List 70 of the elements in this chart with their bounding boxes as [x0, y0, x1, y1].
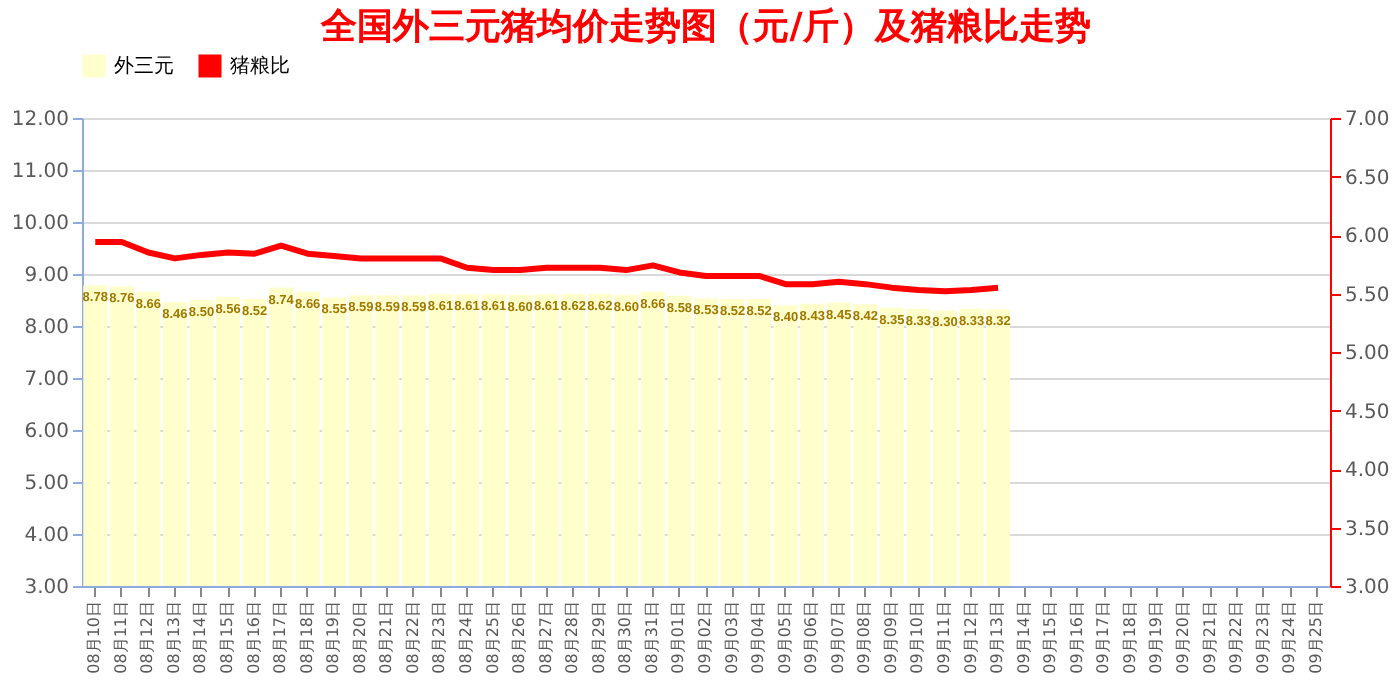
- x-tick-label: 09月05日: [775, 601, 794, 674]
- x-tick-label: 09月03日: [722, 601, 741, 674]
- x-tick-label: 09月06日: [802, 601, 821, 674]
- x-tick-label: 09月24日: [1280, 601, 1299, 674]
- y-tick-label: 10.00: [11, 213, 69, 235]
- x-tick-label: 09月14日: [1014, 601, 1033, 674]
- x-tick-label: 09月15日: [1041, 601, 1060, 674]
- y-tick-label: 11.00: [11, 161, 69, 183]
- x-tick-label: 08月16日: [244, 601, 263, 674]
- x-tick-label: 08月29日: [589, 601, 608, 674]
- y2-tick-label: 5.50: [1345, 284, 1390, 307]
- y2-tick-label: 7.00: [1345, 109, 1390, 131]
- y-tick-label: 8.00: [24, 317, 69, 339]
- x-tick-label: 09月07日: [828, 601, 847, 674]
- y-tick-label: 4.00: [24, 525, 69, 547]
- x-tick-label: 08月26日: [510, 601, 529, 674]
- y-tick-label: 5.00: [24, 473, 69, 495]
- x-tick-label: 08月31日: [642, 601, 661, 674]
- y2-tick-label: 6.00: [1345, 226, 1390, 248]
- x-tick-label: 08月30日: [616, 601, 635, 674]
- y2-tick-label: 4.00: [1345, 460, 1390, 482]
- x-tick-label: 09月01日: [669, 601, 688, 674]
- x-tick-label: 09月10日: [908, 601, 927, 674]
- y2-tick-label: 3.50: [1345, 518, 1390, 541]
- x-tick-label: 08月24日: [457, 601, 476, 674]
- x-tick-label: 09月17日: [1094, 601, 1113, 674]
- x-tick-label: 09月02日: [696, 601, 714, 674]
- x-tick-label: 09月13日: [988, 601, 1007, 674]
- x-tick-label: 08月11日: [111, 601, 130, 674]
- y-tick-label: 7.00: [24, 369, 69, 391]
- x-tick-label: 09月23日: [1253, 601, 1272, 674]
- x-tick-label: 09月21日: [1200, 601, 1219, 674]
- x-tick-label: 08月28日: [563, 601, 582, 674]
- x-tick-label: 09月08日: [855, 601, 874, 674]
- x-tick-label: 08月12日: [138, 601, 157, 674]
- x-tick-label: 09月22日: [1227, 601, 1246, 674]
- y-tick-label: 12.00: [11, 109, 69, 131]
- x-tick-label: 09月19日: [1147, 601, 1166, 674]
- x-tick-label: 08月14日: [191, 601, 210, 674]
- legend-label: 猪粮比: [230, 54, 290, 78]
- line-series: [92, 239, 1002, 295]
- x-tick-label: 08月22日: [403, 601, 422, 674]
- x-tick-label: 08月23日: [430, 601, 449, 674]
- y2-tick-label: 5.00: [1345, 343, 1390, 365]
- x-tick-label: 09月04日: [749, 601, 768, 674]
- x-tick-label: 09月18日: [1120, 601, 1139, 674]
- x-tick-label: 08月20日: [350, 601, 369, 674]
- x-tick-label: 09月16日: [1067, 601, 1086, 674]
- x-tick-label: 08月19日: [324, 601, 343, 674]
- x-tick-label: 09月11日: [934, 601, 953, 674]
- x-tick-label: 08月25日: [483, 601, 502, 674]
- y-tick-label: 9.00: [24, 265, 69, 287]
- y-tick-label: 6.00: [24, 421, 69, 443]
- x-tick-label: 08月27日: [536, 601, 555, 674]
- x-tick-label: 08月17日: [271, 601, 290, 674]
- chart-title: 全国外三元猪均价走势图（元/斤）及猪粮比走势: [319, 6, 1091, 48]
- x-tick-label: 09月09日: [881, 601, 900, 674]
- x-tick-label: 09月20日: [1173, 601, 1192, 674]
- x-tick-label: 08月15日: [218, 601, 237, 674]
- x-tick-label: 09月25日: [1306, 601, 1325, 674]
- y2-tick-label: 4.50: [1345, 401, 1390, 424]
- x-tick-label: 08月13日: [164, 601, 183, 674]
- x-tick-label: 09月12日: [961, 601, 980, 674]
- legend-label: 外三元: [114, 56, 174, 78]
- x-tick-label: 08月18日: [297, 601, 316, 674]
- y2-tick-label: 3.00: [1345, 577, 1390, 599]
- x-tick-label: 08月10日: [85, 601, 104, 674]
- y-tick-label: 3.00: [24, 577, 69, 599]
- x-tick-label: 08月21日: [377, 601, 396, 674]
- y2-tick-label: 6.50: [1345, 167, 1390, 190]
